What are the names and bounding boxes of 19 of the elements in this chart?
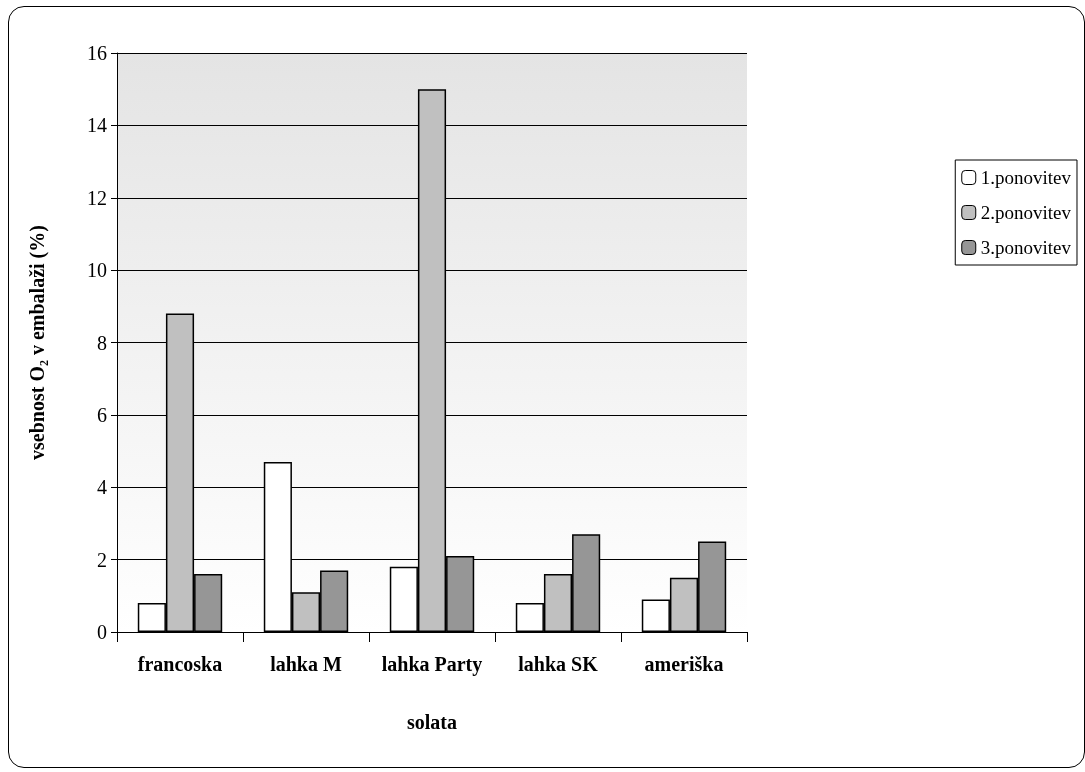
y-axis-title: vsebnost O₂ v embalaži (%)	[26, 225, 49, 460]
y-tick-label: 10	[87, 259, 107, 282]
y-tick-label: 6	[97, 403, 107, 426]
legend-label: 3.ponovitev	[980, 237, 1072, 258]
y-tick-label: 14	[87, 114, 107, 137]
y-tick-label: 4	[97, 476, 107, 499]
y-tick-label: 16	[87, 42, 107, 64]
x-tick-label: lahka SK	[518, 653, 599, 675]
x-axis-title: solata	[407, 711, 457, 733]
x-tick-label: lahka Party	[381, 653, 483, 676]
y-tick-label: 2	[97, 548, 107, 571]
legend-label: 1.ponovitev	[980, 167, 1072, 188]
x-tick-label: ameriška	[644, 653, 724, 675]
x-tick-label: francoska	[137, 653, 223, 675]
y-tick-label: 8	[97, 331, 107, 354]
y-tick-label: 0	[97, 621, 107, 643]
legend-label: 2.ponovitev	[980, 202, 1072, 223]
y-tick-label: 12	[87, 186, 107, 209]
x-tick-label: lahka M	[270, 653, 342, 675]
